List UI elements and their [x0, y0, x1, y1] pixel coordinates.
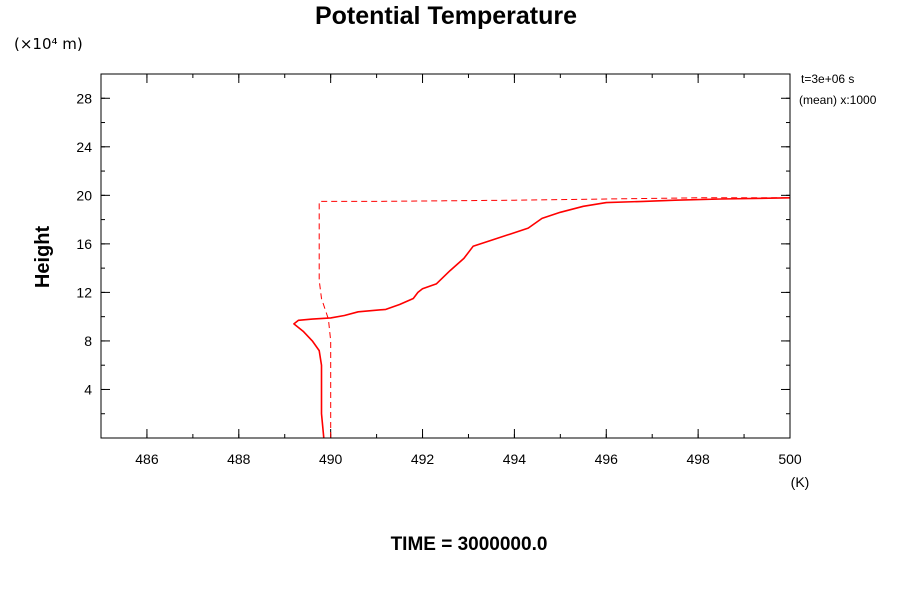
x-tick-label: 498 [686, 451, 710, 467]
x-tick-label: 496 [595, 451, 619, 467]
annotation-time: t=3e+06 s [801, 72, 854, 86]
y-tick-label: 24 [76, 139, 92, 155]
x-tick-label: 500 [778, 451, 802, 467]
plot-frame [100, 73, 791, 439]
x-tick-label: 492 [411, 451, 435, 467]
y-axis-unit: (×10⁴ m) [14, 35, 83, 53]
y-tick-label: 20 [76, 187, 92, 203]
y-tick-label: 8 [84, 333, 92, 349]
x-tick-label: 488 [227, 451, 251, 467]
series-line-solid [293, 197, 791, 439]
x-tick-label: 494 [503, 451, 527, 467]
y-tick-label: 4 [84, 381, 92, 397]
x-axis-unit: (K) [791, 474, 810, 490]
series-line-dashed [318, 197, 790, 438]
data-series [293, 197, 791, 439]
y-tick-label: 16 [76, 236, 92, 252]
annotation-mean: (mean) x:1000 [799, 93, 877, 107]
time-footer: TIME = 3000000.0 [391, 534, 548, 555]
chart-title: Potential Temperature [315, 2, 577, 30]
x-tick-label: 490 [319, 451, 343, 467]
y-tick-label: 12 [76, 284, 92, 300]
x-tick-label: 486 [135, 451, 159, 467]
y-tick-label: 28 [76, 90, 92, 106]
y-axis-label: Height [32, 226, 54, 289]
axis-ticks: 486 488 490 492 494 496 498 500 4 8 12 16 20 24 28 [76, 74, 802, 467]
